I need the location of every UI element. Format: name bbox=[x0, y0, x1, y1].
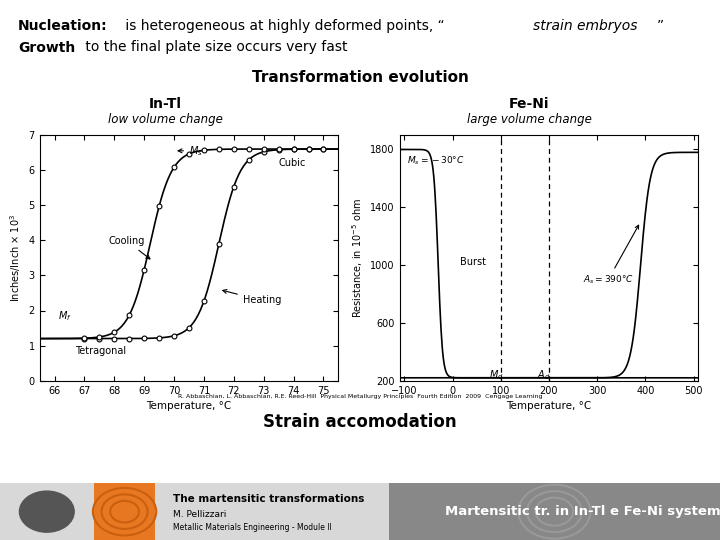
Text: $A_d$: $A_d$ bbox=[537, 368, 551, 382]
Bar bbox=[389, 483, 720, 540]
Text: large volume change: large volume change bbox=[467, 113, 592, 126]
Y-axis label: Inches/Inch $\times$ 10$^3$: Inches/Inch $\times$ 10$^3$ bbox=[8, 214, 23, 302]
Text: Metallic Materials Engineering - Module II: Metallic Materials Engineering - Module … bbox=[173, 523, 331, 532]
Circle shape bbox=[19, 491, 74, 532]
Text: In-Tl: In-Tl bbox=[149, 97, 182, 111]
Text: The martensitic transformations: The martensitic transformations bbox=[173, 494, 364, 504]
Text: low volume change: low volume change bbox=[108, 113, 223, 126]
Text: Martensitic tr. in In-Tl e Fe-Ni systems: Martensitic tr. in In-Tl e Fe-Ni systems bbox=[445, 505, 720, 518]
Text: Strain accomodation: Strain accomodation bbox=[264, 413, 456, 431]
Text: M. Pellizzari: M. Pellizzari bbox=[173, 510, 226, 519]
Text: strain embryos: strain embryos bbox=[533, 19, 637, 33]
X-axis label: Temperature, °C: Temperature, °C bbox=[146, 401, 232, 411]
X-axis label: Temperature, °C: Temperature, °C bbox=[506, 401, 592, 411]
Text: Fe-Ni: Fe-Ni bbox=[509, 97, 549, 111]
Text: $M_d$: $M_d$ bbox=[489, 368, 503, 382]
Y-axis label: Resistance, in 10$^{-5}$ ohm: Resistance, in 10$^{-5}$ ohm bbox=[350, 198, 365, 318]
Text: Nucleation:: Nucleation: bbox=[18, 19, 107, 33]
Bar bbox=[94, 483, 155, 540]
Text: $M_f$: $M_f$ bbox=[58, 309, 71, 323]
Text: Growth: Growth bbox=[18, 40, 76, 55]
Bar bbox=[0, 483, 389, 540]
Text: ”: ” bbox=[657, 19, 664, 33]
Text: $M_s = -30°C$: $M_s = -30°C$ bbox=[407, 155, 464, 167]
Text: $M_s$: $M_s$ bbox=[178, 144, 203, 158]
Text: Tetragonal: Tetragonal bbox=[76, 346, 127, 356]
Text: Transformation evolution: Transformation evolution bbox=[251, 70, 469, 85]
Text: $A_s = 390°C$: $A_s = 390°C$ bbox=[582, 225, 639, 286]
Text: to the final plate size occurs very fast: to the final plate size occurs very fast bbox=[81, 40, 347, 55]
Text: Cubic: Cubic bbox=[279, 158, 306, 168]
Text: is heterogeneous at highly deformed points, “: is heterogeneous at highly deformed poin… bbox=[121, 19, 444, 33]
Text: Heating: Heating bbox=[222, 289, 281, 306]
Text: R. Abbaschian, L. Abbaschian, R.E. Reed-Hill  Physical Metallurgy Principles  Fo: R. Abbaschian, L. Abbaschian, R.E. Reed-… bbox=[178, 394, 542, 399]
Text: Burst: Burst bbox=[460, 257, 486, 267]
Text: Cooling: Cooling bbox=[108, 236, 150, 259]
